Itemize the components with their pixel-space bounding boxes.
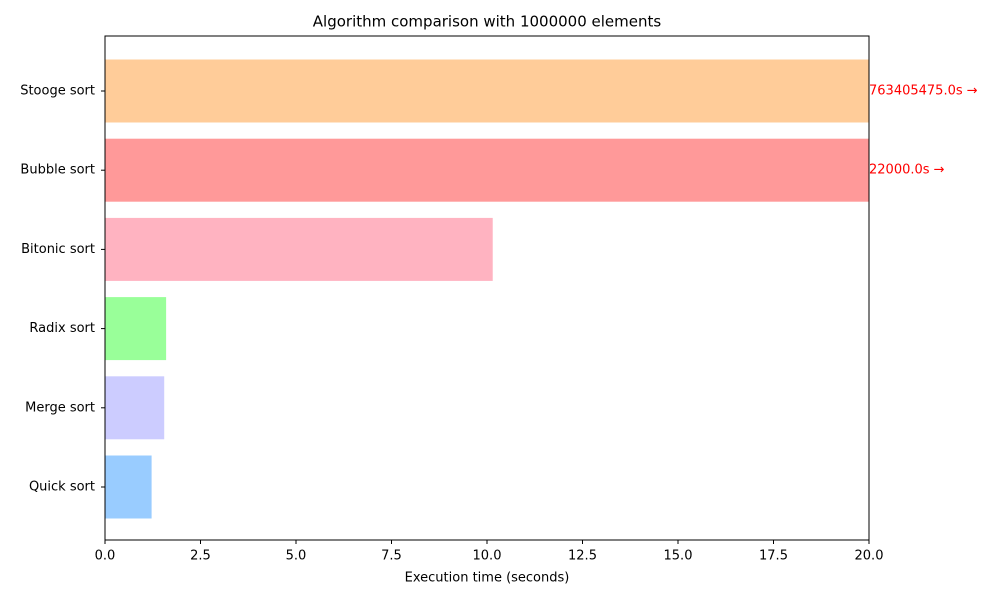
- y-tick-label: Stooge sort: [20, 84, 95, 99]
- x-axis-label: Execution time (seconds): [405, 571, 570, 586]
- bar: [105, 455, 152, 519]
- bar: [105, 376, 165, 440]
- y-tick-label: Bubble sort: [20, 163, 95, 178]
- x-tick-label: 17.5: [759, 549, 788, 564]
- y-tick-label: Radix sort: [29, 321, 95, 336]
- chart-title: Algorithm comparison with 1000000 elemen…: [313, 13, 662, 31]
- x-tick-label: 5.0: [286, 549, 307, 564]
- x-tick-label: 12.5: [568, 549, 597, 564]
- bar: [105, 217, 493, 281]
- bar: [105, 59, 869, 123]
- bar: [105, 138, 869, 202]
- x-tick-label: 10.0: [473, 549, 502, 564]
- y-tick-label: Quick sort: [29, 480, 95, 495]
- x-tick-label: 0.0: [95, 549, 116, 564]
- value-label: 22000.0s →: [869, 163, 945, 178]
- x-tick-label: 20.0: [855, 549, 884, 564]
- plot-area: [105, 59, 869, 519]
- value-label: 763405475.0s →: [869, 84, 978, 99]
- y-tick-label: Merge sort: [25, 400, 95, 415]
- x-tick-label: 15.0: [664, 549, 693, 564]
- x-tick-label: 7.5: [381, 549, 402, 564]
- x-tick-label: 2.5: [190, 549, 211, 564]
- bar: [105, 297, 167, 361]
- y-tick-label: Bitonic sort: [21, 242, 95, 257]
